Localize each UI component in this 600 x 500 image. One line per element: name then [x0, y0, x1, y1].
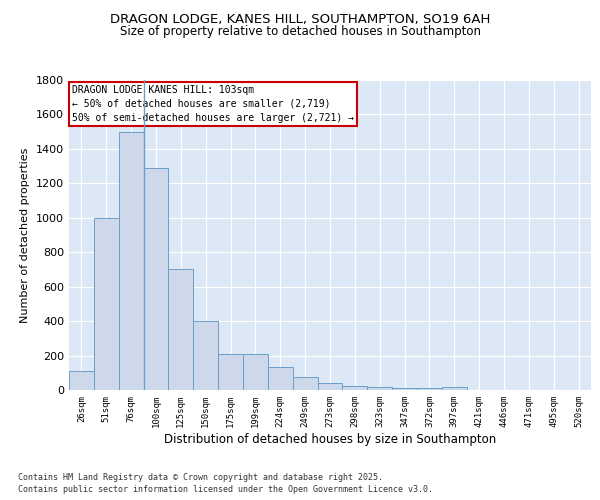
- Bar: [343, 386, 367, 390]
- Bar: [392, 388, 417, 390]
- Text: Contains public sector information licensed under the Open Government Licence v3: Contains public sector information licen…: [18, 485, 433, 494]
- Text: DRAGON LODGE, KANES HILL, SOUTHAMPTON, SO19 6AH: DRAGON LODGE, KANES HILL, SOUTHAMPTON, S…: [110, 12, 490, 26]
- Bar: [218, 354, 243, 390]
- Text: DRAGON LODGE KANES HILL: 103sqm
← 50% of detached houses are smaller (2,719)
50%: DRAGON LODGE KANES HILL: 103sqm ← 50% of…: [71, 84, 353, 122]
- Bar: [442, 388, 467, 390]
- Bar: [417, 388, 442, 390]
- Text: Size of property relative to detached houses in Southampton: Size of property relative to detached ho…: [119, 25, 481, 38]
- Bar: [317, 383, 343, 390]
- Bar: [243, 354, 268, 390]
- Bar: [169, 270, 193, 390]
- Bar: [367, 386, 392, 390]
- Y-axis label: Number of detached properties: Number of detached properties: [20, 148, 31, 322]
- Bar: [143, 168, 169, 390]
- Bar: [94, 218, 119, 390]
- Bar: [268, 367, 293, 390]
- Bar: [293, 377, 317, 390]
- Bar: [69, 371, 94, 390]
- Bar: [193, 321, 218, 390]
- X-axis label: Distribution of detached houses by size in Southampton: Distribution of detached houses by size …: [164, 432, 496, 446]
- Bar: [119, 132, 143, 390]
- Text: Contains HM Land Registry data © Crown copyright and database right 2025.: Contains HM Land Registry data © Crown c…: [18, 472, 383, 482]
